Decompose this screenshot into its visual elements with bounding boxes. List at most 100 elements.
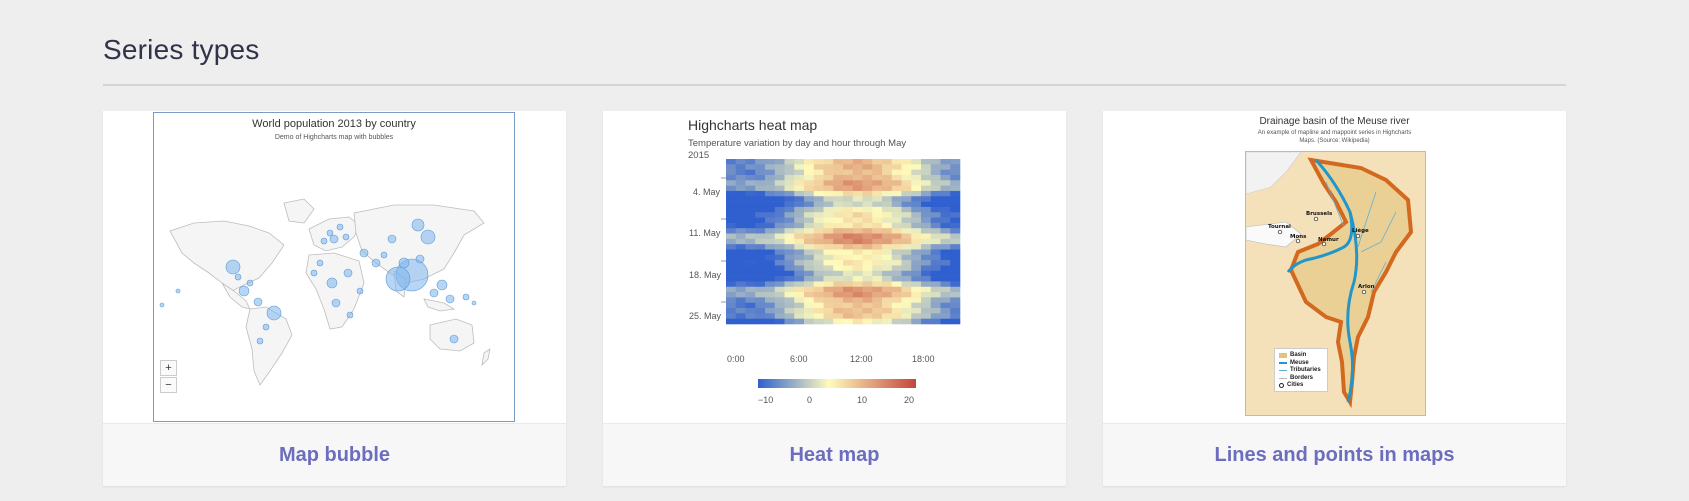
heatmap-cell [823,169,834,176]
heatmap-cell [765,254,776,261]
heatmap-cell [901,228,912,234]
heatmap-cell [940,159,951,165]
heatmap-cell [891,313,902,319]
heatmap-cell [852,228,863,234]
heatmap-cell [940,265,951,272]
heatmap-cell [765,318,776,325]
heatmap-cell [843,159,854,165]
heatmap-cell [813,201,824,208]
heatmap-cell [784,297,795,304]
x-tick-label: 18:00 [912,354,935,364]
heatmap-cell [891,222,902,229]
heatmap-cell [774,201,785,208]
heatmap-cell [911,313,922,319]
chart-title: Drainage basin of the Meuse river [1259,116,1410,127]
heatmap-cell [755,228,766,234]
heatmap-cell [784,249,795,256]
heatmap-cell [735,265,746,272]
heatmap-cell [833,249,844,256]
heatmap-cell [765,169,776,176]
heatmap-cell [833,222,844,229]
heatmap-cell [911,292,922,298]
heatmap-cell [765,270,776,277]
heatmap-cell [891,212,902,218]
heatmap-cell [862,228,873,234]
heatmap-cell [735,308,746,314]
heatmap-cell [921,164,932,170]
heatmap-cell [930,313,941,319]
card-thumbnail[interactable]: Drainage basin of the Meuse river An exa… [1103,111,1566,423]
heatmap-cell [784,265,795,272]
heatmap-cell [940,318,951,325]
card-link-lines-points-maps[interactable]: Lines and points in maps [1214,443,1455,466]
heatmap-cell [862,190,873,197]
heatmap-cell [843,185,854,192]
card-link-heat-map[interactable]: Heat map [789,443,880,466]
legend-label: Tributaries [1290,367,1321,373]
heatmap-cell [843,281,854,288]
heatmap-cell [726,217,737,224]
heatmap-cell [950,228,961,234]
heatmap-cell [930,297,941,304]
heatmap-cell [833,270,844,277]
card-lines-points-maps[interactable]: Drainage basin of the Meuse river An exa… [1103,111,1566,486]
heatmap-cell [726,249,737,256]
heatmap-cell [745,270,756,277]
heatmap-cell [794,265,805,272]
heatmap-cell [862,201,873,208]
heatmap-cell [774,190,785,197]
heatmap-cell [891,281,902,288]
heatmap-cell [921,196,932,202]
heatmap-cell [755,238,766,245]
heatmap-cell [901,238,912,245]
heatmap-cell [833,297,844,304]
card-thumbnail[interactable]: Highcharts heat map Temperature variatio… [603,111,1066,423]
heatmap-cell [921,308,932,314]
heatmap-cell [921,169,932,176]
card-thumbnail[interactable]: World population 2013 by country Demo of… [103,111,566,423]
card-heat-map[interactable]: Highcharts heat map Temperature variatio… [603,111,1066,486]
heatmap-cell [755,302,766,309]
heatmap-cell [794,206,805,213]
heatmap-cell [813,286,824,293]
heatmap-cell [813,217,824,224]
heatmap-cell [901,212,912,218]
heatmap-cell [950,201,961,208]
heatmap-cell [843,276,854,282]
heatmap-cell [940,233,951,240]
heatmap-cell [784,201,795,208]
heatmap-cell [872,238,883,245]
heatmap-cell [774,217,785,224]
heatmap-cell [813,169,824,176]
heatmap-cell [921,249,932,256]
heatmap-cell [794,308,805,314]
zoom-out-button[interactable]: − [160,377,177,393]
heatmap-cell [852,222,863,229]
heatmap-cell [940,212,951,218]
heatmap-cell [784,206,795,213]
card-link-map-bubble[interactable]: Map bubble [278,443,391,466]
heatmap-cell [833,228,844,234]
zoom-in-button[interactable]: + [160,360,177,376]
heatmap-cell [930,174,941,181]
heatmap-cell [794,217,805,224]
heatmap-cell [745,217,756,224]
heatmap-cell [784,228,795,234]
heatmap-cell [735,206,746,213]
heatmap-cell [813,233,824,240]
heatmap-cell [833,265,844,272]
heatmap-cell [823,217,834,224]
heatmap-cell [823,206,834,213]
heatmap-cell [833,174,844,181]
heatmap-cell [862,270,873,277]
heatmap-cell [794,297,805,304]
heatmap-cell [823,222,834,229]
heatmap-cell [726,281,737,288]
heatmap-cell [726,222,737,229]
heatmap-cell [882,159,893,165]
heatmap-cell [765,222,776,229]
heatmap-cell [765,164,776,170]
heatmap-cell [940,313,951,319]
heatmap-cell [755,164,766,170]
card-map-bubble[interactable]: World population 2013 by country Demo of… [103,111,566,486]
